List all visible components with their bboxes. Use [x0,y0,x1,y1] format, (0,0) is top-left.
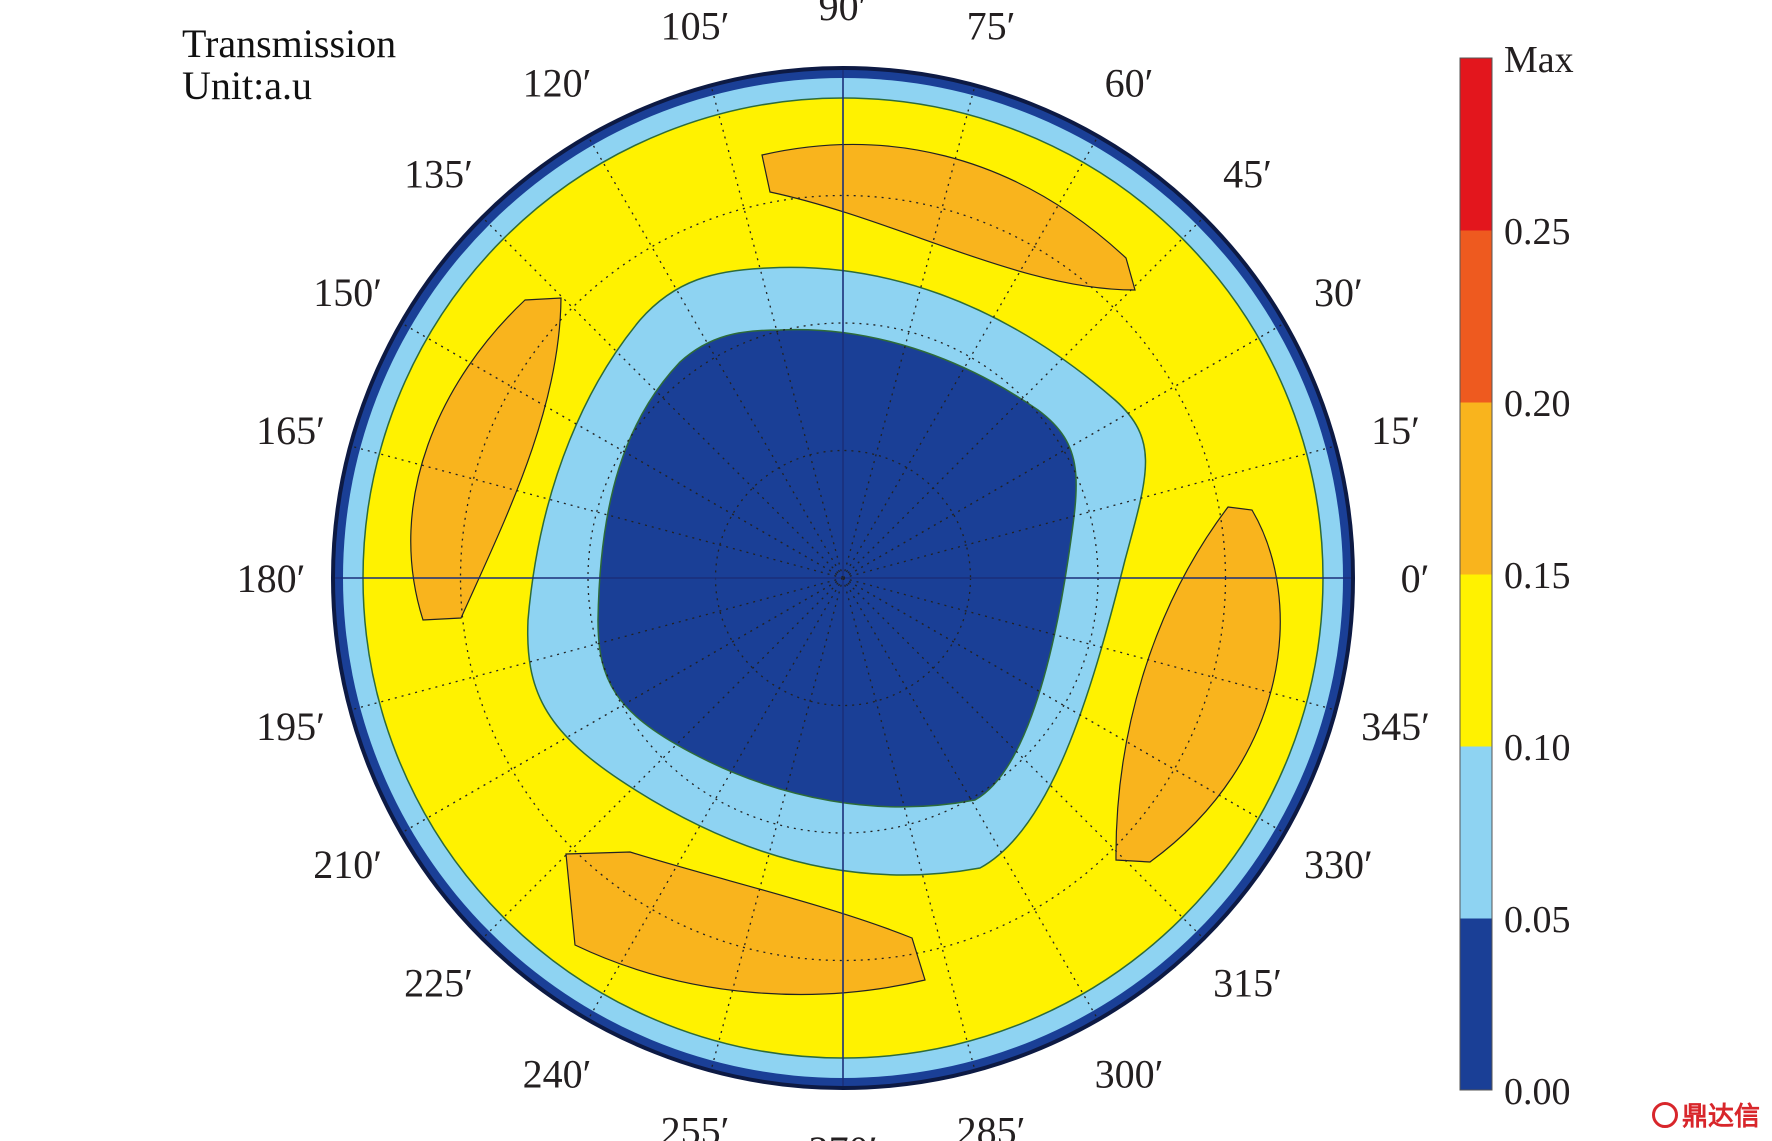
angle-label-60: 60′ [1105,61,1154,106]
angle-label-15: 15′ [1371,408,1420,453]
angle-label-210: 210′ [313,842,382,887]
central-low-region [597,328,1077,808]
polar-plot: 0′ 15′ 30′ 45′ 60′ 75′ 90′ 105′ 120′ 135′ 150′ 165′… [237,0,1430,1141]
spoke-75 [842,85,976,579]
spoke-240 [587,577,844,1020]
lobe-right [1115,506,1281,863]
polar-boundary [331,66,1355,1090]
angle-label-300: 300′ [1095,1051,1164,1096]
colorbar-segment-5 [1460,58,1492,231]
colorbar-ticks: 0.00 0.05 0.10 0.15 0.20 0.25 Max [1504,39,1574,1113]
spoke-225 [481,577,844,940]
colorbar-frame [1459,57,1493,1091]
lobe-left [410,297,562,621]
angle-label-240: 240′ [523,1051,592,1096]
spoke-195 [350,577,844,711]
watermark-logo-icon [1651,1101,1678,1128]
chart-title: Transmission [182,21,397,66]
angle-label-165: 165′ [256,408,325,453]
angle-label-195: 195′ [256,704,325,749]
spoke-15 [842,445,1336,579]
colorbar-segment-4 [1460,230,1492,403]
angle-label-225: 225′ [404,960,473,1005]
angle-label-45: 45′ [1223,152,1272,197]
spoke-120 [587,136,844,579]
spoke-255 [710,577,844,1071]
lobe-bottom [565,851,926,995]
spoke-210 [401,577,844,834]
colorbar-tick-0: 0.00 [1504,1071,1571,1113]
high-lobes [410,143,1281,995]
spoke-105 [710,85,844,579]
spoke-300 [842,577,1099,1020]
angle-label-180: 180′ [237,556,306,601]
spoke-330 [842,577,1285,834]
lobe-top [761,143,1136,291]
angle-label-330: 330′ [1304,842,1373,887]
colorbar-segment-0 [1460,918,1492,1091]
colorbar-segment-2 [1460,574,1492,747]
spoke-150 [401,322,844,579]
spoke-315 [842,577,1205,940]
watermark: 鼎达信 [1651,1096,1760,1133]
spoke-285 [842,577,976,1071]
spoke-135 [481,216,844,579]
spoke-30 [842,322,1285,579]
colorbar-tick-6: Max [1504,39,1574,81]
grid-spokes [333,68,1353,1088]
angle-labels: 0′ 15′ 30′ 45′ 60′ 75′ 90′ 105′ 120′ 135′ 150′ 165′… [237,0,1430,1141]
spoke-345 [842,577,1336,711]
angle-label-75: 75′ [967,3,1016,48]
colorbar-tick-3: 0.15 [1504,555,1571,597]
angle-label-135: 135′ [404,152,473,197]
angle-label-90: 90′ [819,0,868,29]
spoke-45 [842,216,1205,579]
colorbar-tick-4: 0.20 [1504,383,1571,425]
angle-label-345: 345′ [1361,704,1430,749]
angle-label-315: 315′ [1213,960,1282,1005]
angle-label-30: 30′ [1314,270,1363,315]
colorbar-tick-1: 0.05 [1504,899,1571,941]
chart-unit: Unit:a.u [182,63,312,108]
angle-label-285: 285′ [957,1109,1026,1141]
angle-label-0: 0′ [1401,556,1430,601]
colorbar-segments [1459,57,1493,1091]
colorbar-segment-3 [1460,402,1492,575]
colorbar-tick-2: 0.10 [1504,727,1571,769]
colorbar: 0.00 0.05 0.10 0.15 0.20 0.25 Max [1459,39,1574,1113]
angle-label-120: 120′ [523,61,592,106]
angle-label-105: 105′ [661,3,730,48]
angle-label-150: 150′ [313,270,382,315]
colorbar-segment-1 [1460,746,1492,919]
watermark-text: 鼎达信 [1681,1102,1760,1132]
colorbar-tick-5: 0.25 [1504,211,1571,253]
angle-label-255: 255′ [661,1109,730,1141]
spoke-165 [350,445,844,579]
spoke-60 [842,136,1099,579]
angle-label-270: 270′ [809,1128,878,1141]
